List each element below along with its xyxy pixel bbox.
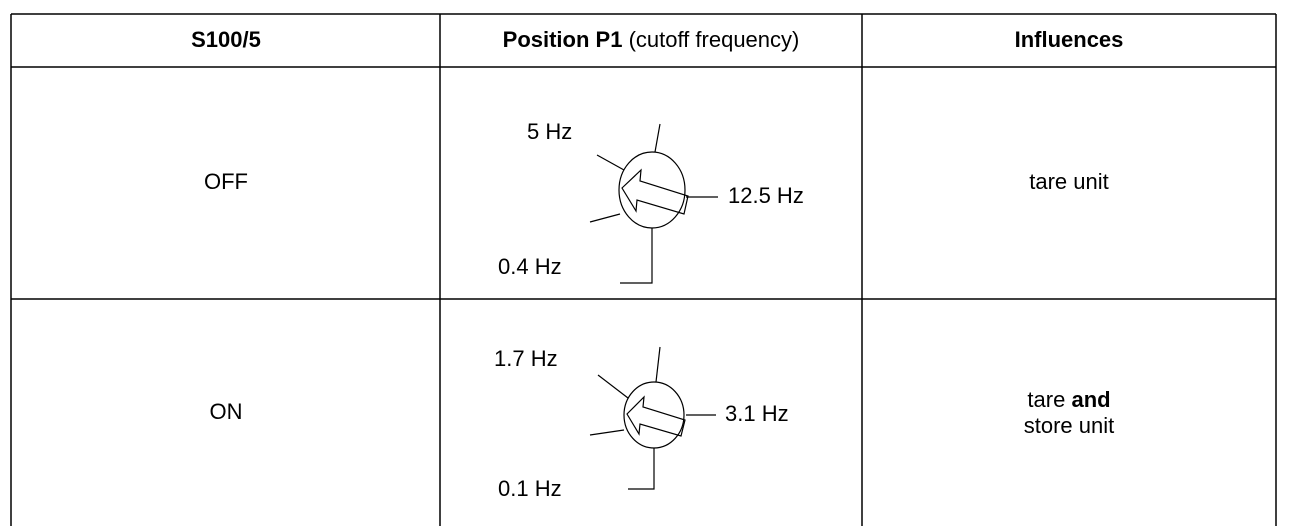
header-position-note: (cutoff frequency) [629, 27, 800, 52]
dial-label: 5 Hz [527, 119, 572, 144]
influence-text: tare [1027, 387, 1065, 412]
dial-label: 0.1 Hz [498, 476, 562, 501]
table-grid [10, 13, 1277, 526]
influence: store unit [1024, 413, 1115, 438]
switch-state: OFF [204, 169, 248, 194]
dial-label: 12.5 Hz [728, 183, 804, 208]
dial-label: 0.4 Hz [498, 254, 562, 279]
influence-bold: and [1071, 387, 1110, 412]
dial-label: 3.1 Hz [725, 401, 789, 426]
influence: tare and [1027, 387, 1110, 412]
header-influences: Influences [1015, 27, 1124, 52]
switch-state: ON [210, 399, 243, 424]
header-position-bold: Position P1 [503, 27, 623, 52]
dial-label: 1.7 Hz [494, 346, 558, 371]
dial [589, 346, 716, 490]
dial [589, 123, 718, 284]
influence: tare unit [1029, 169, 1109, 194]
header-switch: S100/5 [191, 27, 261, 52]
header-position: Position P1 (cutoff frequency) [503, 27, 800, 52]
